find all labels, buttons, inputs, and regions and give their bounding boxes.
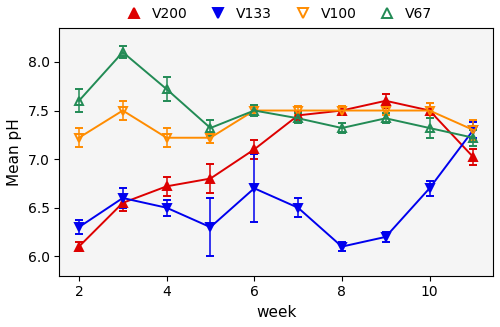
Y-axis label: Mean pH: Mean pH	[7, 118, 22, 186]
Legend: V200, V133, V100, V67: V200, V133, V100, V67	[120, 7, 432, 21]
X-axis label: week: week	[256, 305, 296, 320]
